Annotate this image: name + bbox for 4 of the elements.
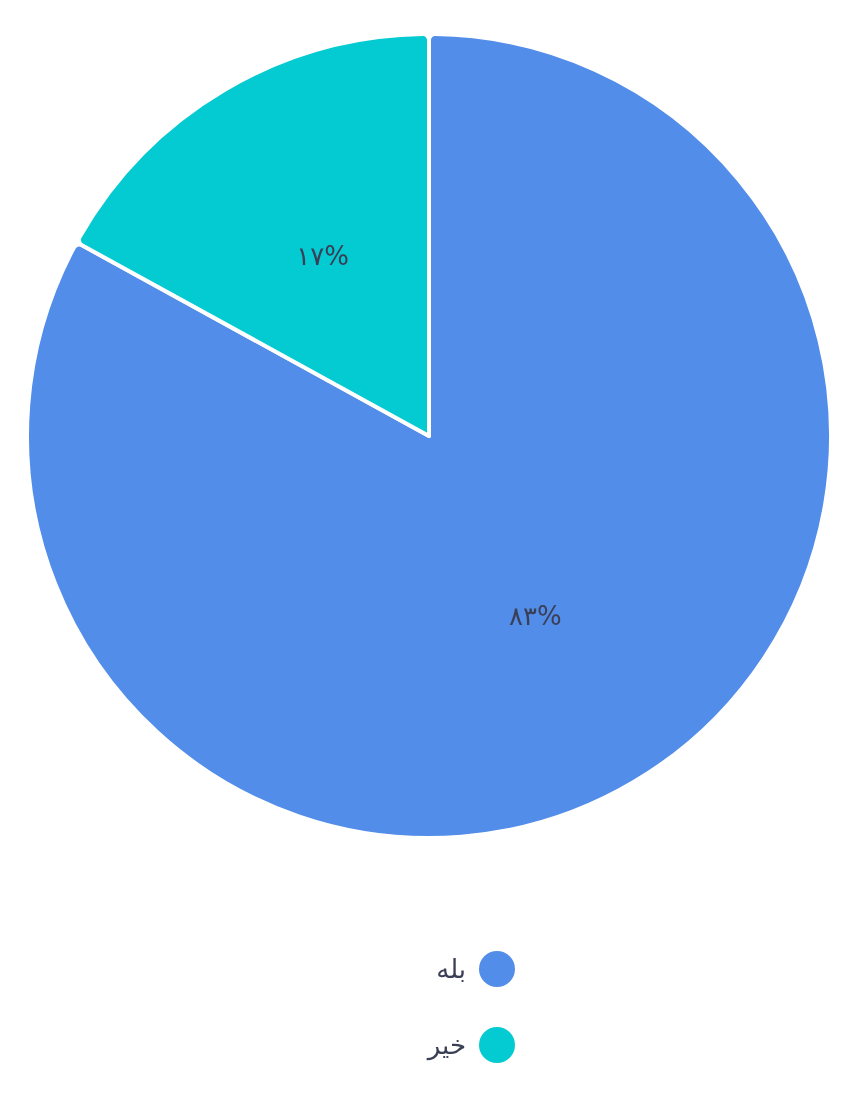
legend-label: خیر xyxy=(425,1030,466,1061)
data-label: ۱۷% xyxy=(296,241,349,272)
data-label: ۸۳% xyxy=(509,600,562,631)
legend-label: بله xyxy=(436,954,466,984)
